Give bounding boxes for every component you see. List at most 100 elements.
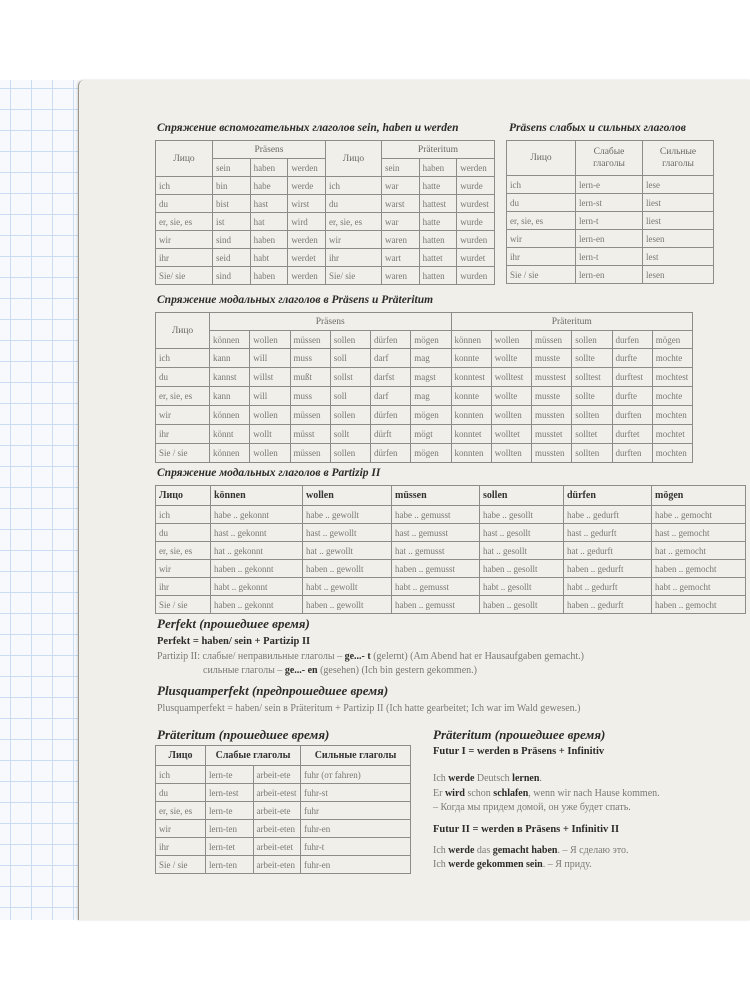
bold-fragment: werde gekommen sein <box>448 859 543 870</box>
header-verb: werden <box>456 158 495 177</box>
header-verb: müssen <box>530 330 573 349</box>
partizip-title: Спряжение модальных глаголов в Partizip … <box>157 467 381 479</box>
table-cell: hast <box>249 194 289 213</box>
table-cell: darf <box>369 386 412 406</box>
header-praeteritum: Präteritum <box>380 140 496 159</box>
text-fragment: Ich <box>433 859 449 870</box>
table-cell: haben .. gesollt <box>479 595 564 614</box>
header-verb: sollen <box>571 330 613 349</box>
table-cell: hast .. gemocht <box>651 523 746 542</box>
table-cell: lern-t <box>575 211 643 230</box>
table-cell: mag <box>410 386 452 406</box>
table-cell: wollte <box>490 386 533 406</box>
person-cell: ich <box>155 348 210 368</box>
table-cell: haben .. gemocht <box>651 559 746 578</box>
header-row: Лицо Слабые глаголы Сильные глаголы <box>155 745 411 766</box>
text-fragment: (gelernt) (Am Abend hat er Hausaufgaben … <box>370 651 584 662</box>
graph-paper-page <box>0 80 80 920</box>
table-cell: lern-en <box>575 229 643 248</box>
table-cell: mochtest <box>651 367 694 387</box>
table-cell: seid <box>212 248 251 267</box>
futur1-translation: – Когда мы придем домой, он уже будет сп… <box>433 802 631 813</box>
header-praesens: Präsens <box>212 140 326 159</box>
table-cell: mögen <box>410 405 452 425</box>
table-cell: ich <box>506 175 576 194</box>
table-row: Sie / sie lern-ten arbeit-eten fuhr-en <box>155 855 411 874</box>
table-cell: haben .. gewollt <box>302 595 392 614</box>
table-cell: musste <box>530 386 573 406</box>
table-cell: sollten <box>571 443 613 463</box>
table-cell: durftet <box>611 424 653 444</box>
table-cell: darf <box>369 348 412 368</box>
table-row: er, sie, es lern-t liest <box>506 211 714 230</box>
table-cell: lern-st <box>575 193 643 212</box>
table-cell: haben .. gemusst <box>391 595 480 614</box>
person-cell: Sie / sie <box>155 443 210 463</box>
table-cell: hat <box>249 212 289 231</box>
table-row: Sie/ sie sind haben werden Sie/ sie waren hatt… <box>155 266 495 285</box>
table-cell: wir <box>506 229 576 248</box>
plusquam-title: Plusquamperfekt (предпрошедшее время) <box>157 683 389 698</box>
table-cell: müsst <box>289 424 331 444</box>
table-row: er, sie, es kann will muss soll darf mag konnte… <box>155 386 694 406</box>
header-verb: mögen <box>651 330 694 349</box>
person-cell: ich <box>324 176 382 195</box>
table-cell: hast .. gesollt <box>479 523 564 542</box>
table-cell: hast .. gewollt <box>302 523 392 542</box>
table-cell: durftest <box>611 367 653 387</box>
person-cell: ihr <box>155 248 213 267</box>
table-cell: lern-tet <box>205 837 254 856</box>
table-cell: ich <box>155 765 206 784</box>
text-fragment: das <box>474 845 493 856</box>
table-cell: arbeit-etet <box>252 837 301 856</box>
table-cell: haben <box>249 266 289 285</box>
table-cell: haben .. gedurft <box>563 559 652 578</box>
header-verb: durfen <box>611 330 653 349</box>
table-cell: habt .. gemusst <box>391 577 480 596</box>
table-row: ihr habt .. gekonnt habt .. gewollt habt ..… <box>155 577 746 596</box>
table-cell: darfst <box>369 367 412 387</box>
table-cell: musstet <box>530 424 573 444</box>
table-cell: fuhr (от fahren) <box>300 765 411 784</box>
text-fragment: Ich <box>433 773 449 784</box>
table-cell: kann <box>208 348 251 368</box>
table-cell: du <box>506 193 576 212</box>
bold-fragment: wird <box>444 788 465 799</box>
header-cell: können <box>210 485 303 506</box>
header-verb: mögen <box>410 330 452 349</box>
table-cell: lest <box>642 247 714 266</box>
header-cell: Слабые глаголы <box>575 140 643 176</box>
table-cell: musste <box>530 348 573 368</box>
table-cell: wurden <box>456 266 495 285</box>
table-cell: lern-ten <box>205 819 254 838</box>
table-cell: haben .. gekonnt <box>210 595 303 614</box>
table-cell: arbeit-ete <box>252 765 301 784</box>
table-cell: haben .. gemusst <box>391 559 480 578</box>
table-cell: du <box>155 783 206 802</box>
table-row: ich lern-e lese <box>506 175 714 194</box>
table-cell: lesen <box>642 265 714 284</box>
table-cell: er, sie, es <box>155 801 206 820</box>
table-cell: muss <box>289 348 331 368</box>
table-cell: sollte <box>571 386 613 406</box>
table-row: ihr seid habt werdet ihr wart hattet wurdet <box>155 248 495 267</box>
header-cell: Лицо <box>506 140 576 176</box>
praeteritum-title: Präteritum (прошедшее время) <box>157 727 330 742</box>
table-cell: wirst <box>287 194 326 213</box>
text-fragment: Er <box>433 788 445 799</box>
table-cell: dürfen <box>369 443 412 463</box>
table-cell: kannst <box>208 367 251 387</box>
text-fragment: . <box>539 773 542 784</box>
person-cell: ihr <box>324 248 382 267</box>
table-cell: durfte <box>611 348 653 368</box>
table-cell: lern-en <box>575 265 643 284</box>
table-cell: wollten <box>490 405 533 425</box>
table-cell: werdet <box>287 248 326 267</box>
table-cell: mögen <box>410 443 452 463</box>
weakstrong-title: Präsens слабых и сильных глаголов <box>509 122 686 134</box>
person-cell: er, sie, es <box>155 386 210 406</box>
bold-fragment: werde <box>448 773 475 784</box>
table-cell: lern-test <box>205 783 254 802</box>
table-row: ihr lern-t lest <box>506 247 714 266</box>
weak-strong-table: Лицо Слабые глаголы Сильные глаголы ich lern… <box>506 140 714 284</box>
